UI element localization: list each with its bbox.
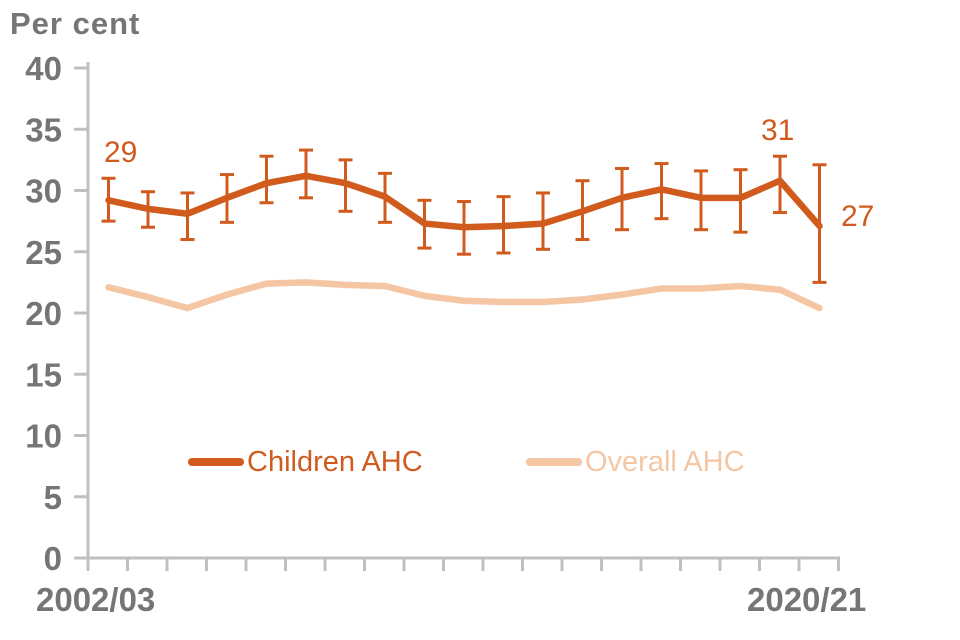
- data-label-last-point: 27: [841, 200, 875, 233]
- data-label-first-point: 29: [104, 136, 138, 169]
- y-tick-label: 0: [44, 540, 62, 577]
- chart-title: Per cent: [10, 6, 141, 41]
- data-label-2019-20-point: 31: [761, 114, 795, 147]
- legend-item-overall-ahc: Overall AHC: [526, 446, 745, 478]
- y-tick-label: 40: [25, 50, 62, 87]
- children-ahc-line-swatch: [188, 458, 244, 466]
- x-axis-label-last: 2020/21: [747, 581, 867, 618]
- y-tick-label: 15: [25, 356, 62, 393]
- y-tick-label: 25: [25, 234, 62, 271]
- y-tick-label: 35: [25, 111, 62, 148]
- y-tick-label: 20: [25, 295, 62, 332]
- x-axis-label-first: 2002/03: [36, 581, 156, 618]
- overall-ahc-line: [105, 279, 823, 312]
- legend-label-children-ahc: Children AHC: [247, 445, 423, 478]
- y-tick-label: 5: [44, 479, 62, 516]
- y-tick-label: 30: [25, 173, 62, 210]
- overall-ahc-line-swatch: [526, 458, 582, 466]
- legend-item-children-ahc: Children AHC: [188, 446, 423, 478]
- y-tick-label: 10: [25, 418, 62, 455]
- children-ahc-line: [105, 172, 823, 231]
- legend-label-overall-ahc: Overall AHC: [585, 445, 745, 478]
